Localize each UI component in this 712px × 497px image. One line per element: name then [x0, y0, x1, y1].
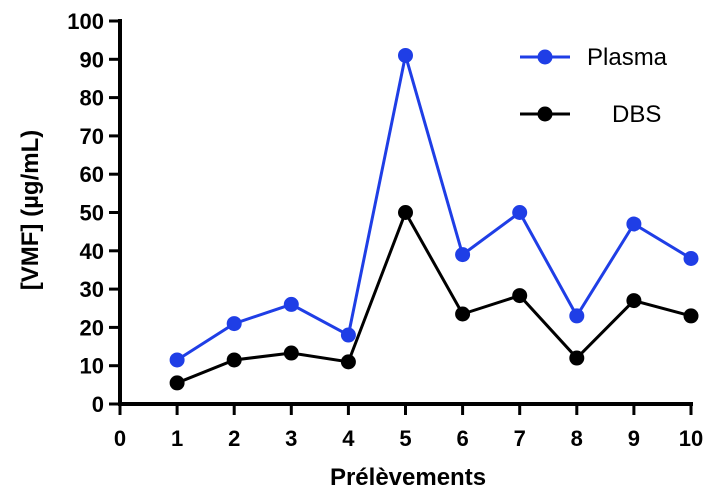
x-tick-label: 10	[679, 426, 703, 451]
legend-item: DBS	[520, 101, 661, 128]
y-tick-label: 20	[80, 315, 104, 340]
series-plasma	[169, 47, 699, 368]
y-tick-label: 80	[80, 86, 104, 111]
y-tick-label: 100	[67, 9, 104, 34]
data-point	[626, 216, 642, 232]
series-dbs	[169, 205, 699, 391]
y-tick-label: 70	[80, 124, 104, 149]
y-tick-label: 0	[92, 392, 104, 417]
data-point	[169, 375, 185, 391]
data-point	[512, 288, 528, 304]
data-point	[455, 247, 471, 263]
series-line	[176, 55, 692, 362]
data-point	[398, 47, 413, 63]
y-tick-label: 90	[80, 47, 104, 72]
y-axis-title: [VMF] (µg/mL)	[17, 130, 44, 290]
data-point	[569, 308, 585, 324]
y-tick-label: 10	[80, 354, 104, 379]
x-tick-label: 8	[571, 426, 583, 451]
legend-marker	[537, 49, 553, 65]
data-point	[683, 308, 699, 324]
legend-marker	[537, 106, 553, 122]
series-layer	[169, 47, 699, 391]
data-point	[340, 354, 356, 370]
x-tick-label: 4	[342, 426, 355, 451]
data-point	[283, 296, 299, 312]
data-point	[226, 352, 242, 368]
data-point	[169, 352, 185, 368]
x-tick-label: 3	[285, 426, 297, 451]
x-axis-title: Prélèvements	[330, 464, 486, 491]
data-point	[512, 205, 528, 220]
data-point	[455, 306, 471, 322]
y-tick-label: 30	[80, 277, 104, 302]
data-point	[340, 327, 356, 343]
x-tick-label: 0	[114, 426, 126, 451]
y-tick-label: 60	[80, 162, 104, 187]
legend-label: Plasma	[587, 44, 668, 71]
x-tick-label: 5	[399, 426, 411, 451]
axes	[109, 19, 693, 415]
x-tick-label: 6	[456, 426, 468, 451]
x-tick-label: 1	[171, 426, 183, 451]
y-tick-label: 50	[80, 201, 104, 226]
legend: Plasma DBS	[520, 44, 668, 128]
y-tick-label: 40	[80, 239, 104, 264]
x-tick-label: 9	[628, 426, 640, 451]
x-tick-label: 2	[228, 426, 240, 451]
data-point	[683, 250, 699, 266]
data-point	[569, 350, 585, 366]
series-line	[176, 208, 692, 385]
tick-labels: 0 10 20 30 40 50 60 70 80 90 100 0 1 2 3 4 5 6 7 8 9 10	[67, 9, 703, 451]
data-point	[283, 345, 299, 361]
x-tick-label: 7	[514, 426, 526, 451]
legend-item: Plasma	[520, 44, 668, 71]
legend-label: DBS	[612, 101, 661, 128]
data-point	[398, 205, 413, 220]
data-point	[226, 316, 242, 332]
data-point	[626, 293, 642, 309]
